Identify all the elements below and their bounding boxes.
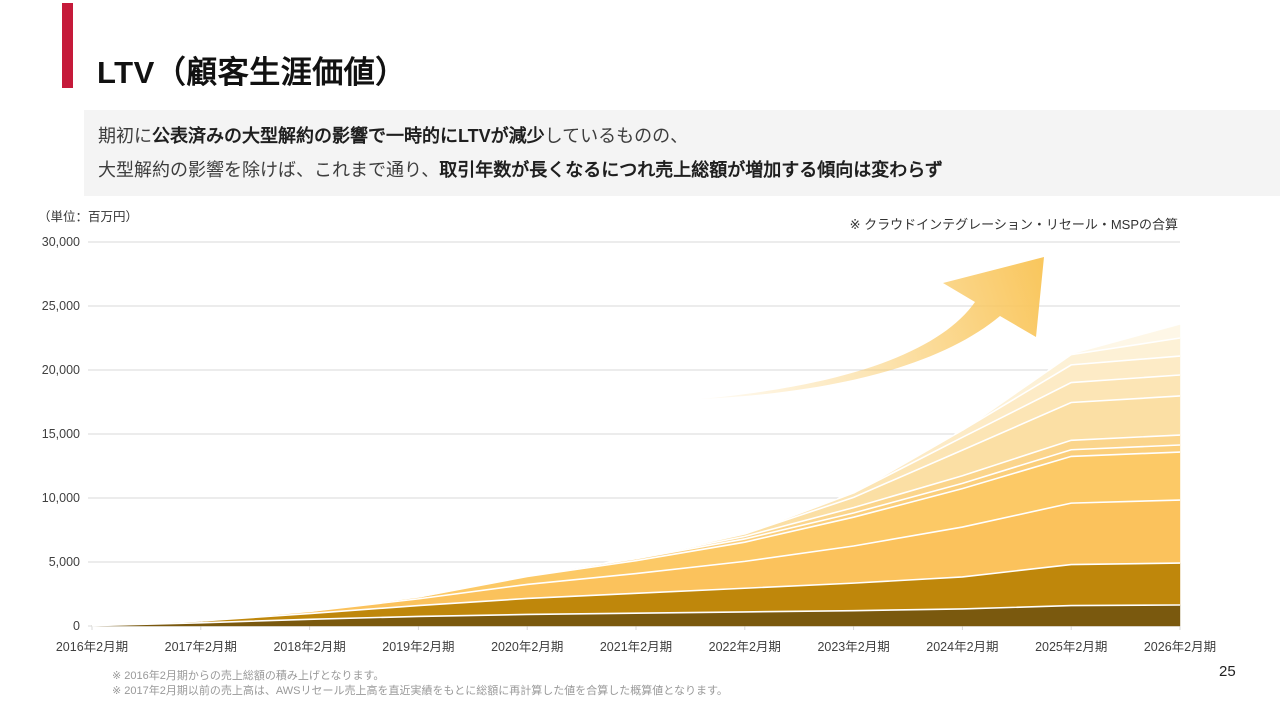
page-number: 25 [1219, 663, 1236, 680]
layer-separator [853, 355, 1181, 494]
y-tick-label: 5,000 [49, 555, 80, 569]
y-tick-label: 20,000 [42, 363, 80, 377]
layer-separator [91, 604, 1181, 627]
lead-message: 期初に公表済みの大型解約の影響で一時的にLTVが減少しているものの、 大型解約の… [84, 110, 1280, 196]
x-tick-label: 2020年2月期 [491, 640, 563, 654]
x-tick-label: 2022年2月期 [709, 640, 781, 654]
footnote-2: ※ 2017年2月期以前の売上高は、AWSリセール売上高を直近実績をもとに総額に… [112, 684, 728, 697]
lead-text-segment: 取引年数が長くなるにつれ売上総額が増加する傾向は変わらず [439, 160, 943, 180]
x-tick-label: 2025年2月期 [1035, 640, 1107, 654]
x-tick-label: 2018年2月期 [273, 640, 345, 654]
lead-text-segment: 大型解約の影響を除けば、これまで通り、 [98, 160, 440, 180]
y-tick-label: 0 [73, 619, 80, 633]
lead-text-segment: 公表済みの大型解約の影響で一時的にLTVが減少 [152, 126, 545, 146]
layer-separator [744, 374, 1181, 535]
x-tick-label: 2016年2月期 [56, 640, 128, 654]
x-tick-label: 2026年2月期 [1144, 640, 1216, 654]
lead-text-segment: しているものの、 [544, 126, 689, 146]
x-tick-label: 2017年2月期 [165, 640, 237, 654]
layer-separator [91, 562, 1181, 627]
lead-line-1: 期初に公表済みの大型解約の影響で一時的にLTVが減少しているものの、 [98, 119, 1280, 153]
y-tick-label: 15,000 [42, 427, 80, 441]
title-accent-bar [62, 3, 73, 88]
x-tick-label: 2024年2月期 [926, 640, 998, 654]
unit-label: （単位：百万円） [38, 210, 139, 224]
y-tick-label: 10,000 [42, 491, 80, 505]
layer-separator [200, 499, 1181, 622]
y-tick-label: 25,000 [42, 299, 80, 313]
lead-text-segment: 期初に [98, 126, 152, 146]
x-tick-label: 2021年2月期 [600, 640, 672, 654]
lead-line-2: 大型解約の影響を除けば、これまで通り、取引年数が長くなるにつれ売上総額が増加する… [98, 153, 1280, 187]
x-tick-label: 2019年2月期 [382, 640, 454, 654]
growth-arrow-icon [700, 257, 1044, 399]
y-tick-label: 30,000 [42, 235, 80, 249]
page-title: LTV（顧客生涯価値） [97, 54, 407, 90]
footnotes: ※ 2016年2月期からの売上総額の積み上げとなります。 ※ 2017年2月期以… [112, 669, 728, 698]
scope-note: ※ クラウドインテグレーション・リセール・MSPの合算 [849, 217, 1178, 232]
x-tick-label: 2023年2月期 [817, 640, 889, 654]
layer-separator [961, 337, 1181, 431]
footnote-1: ※ 2016年2月期からの売上総額の積み上げとなります。 [112, 670, 385, 682]
layer-separator [635, 395, 1181, 559]
